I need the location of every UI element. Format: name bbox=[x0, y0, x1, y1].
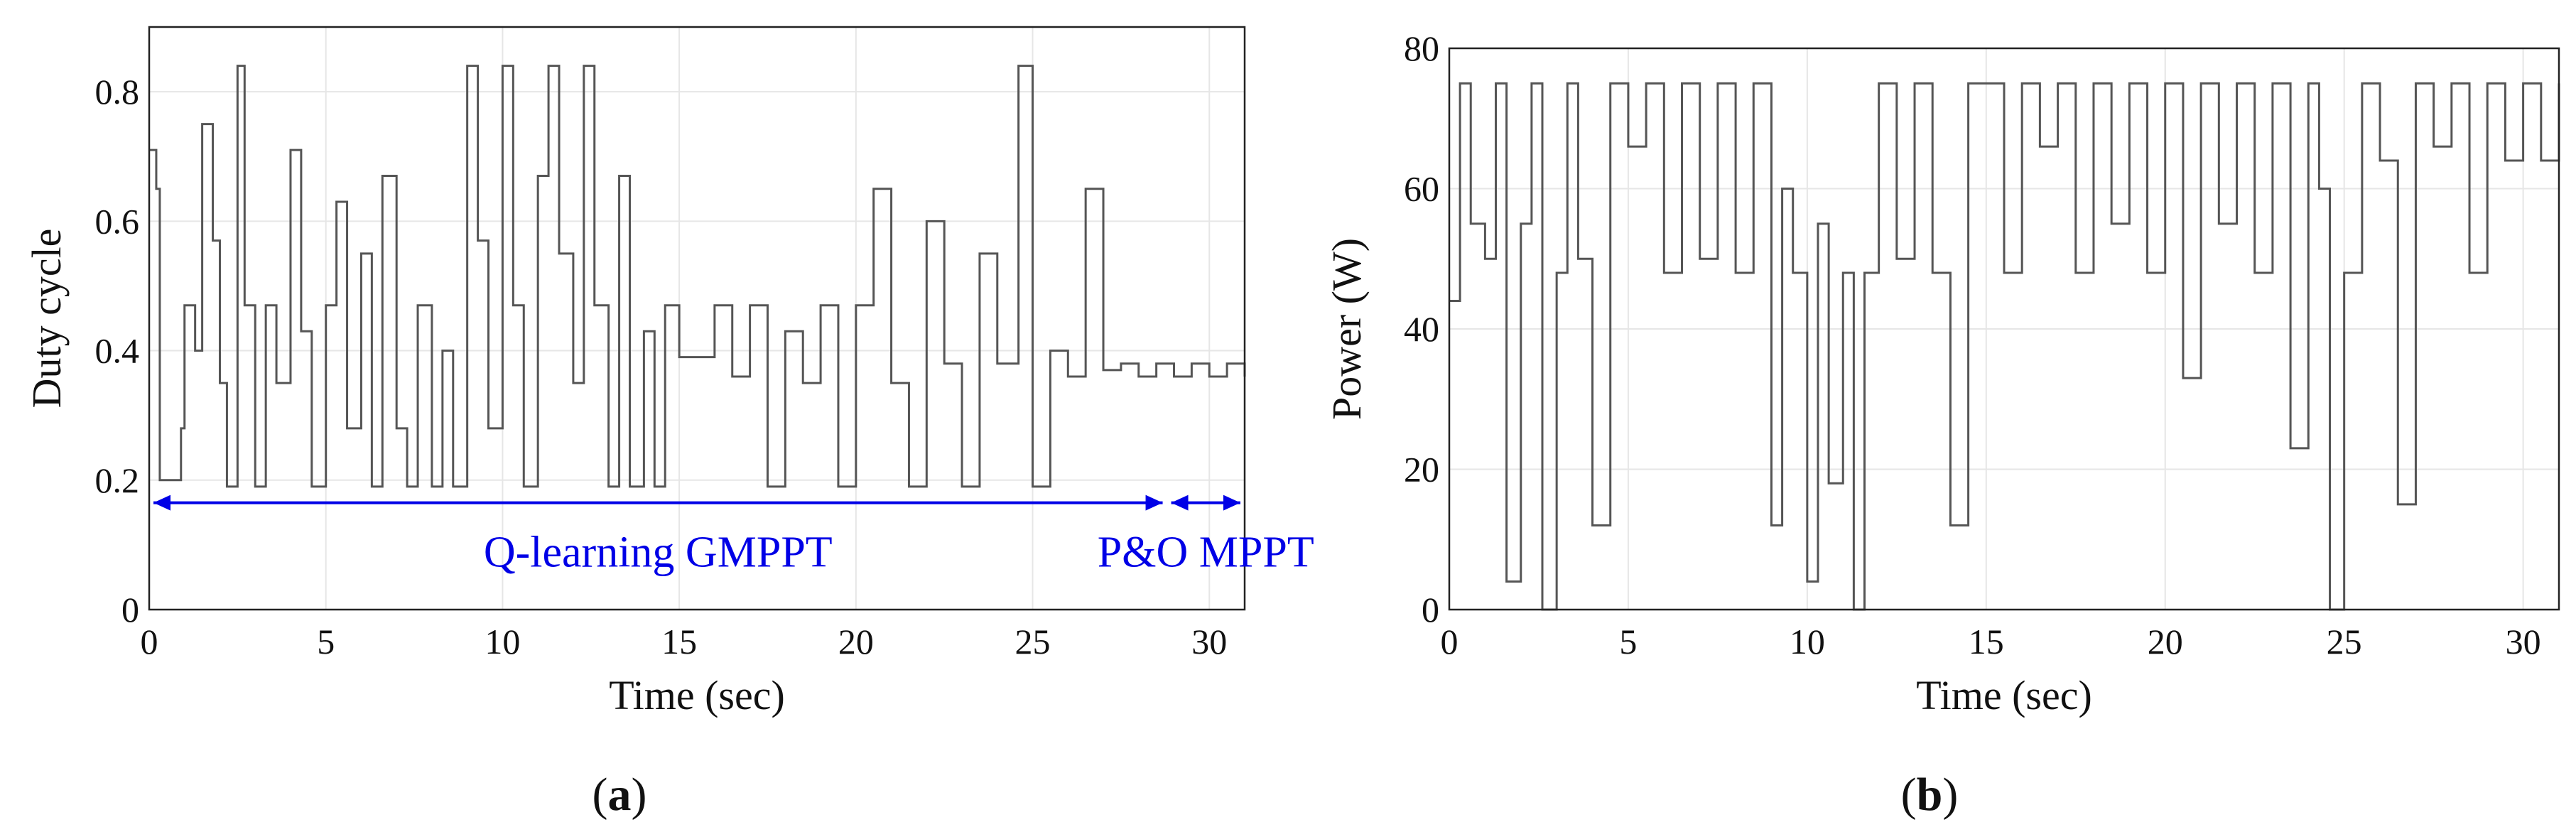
x-tick-label: 15 bbox=[1969, 622, 2004, 661]
y-tick-label: 60 bbox=[1404, 169, 1439, 209]
annotation-arrow-head bbox=[1145, 494, 1163, 511]
x-tick-label: 20 bbox=[838, 622, 874, 661]
panel-a: 0 5 10 15 20 25 30 0 0.2 0.4 0.6 0.8 Time (sec) Duty … bbox=[23, 26, 1314, 821]
x-tick-label: 25 bbox=[1015, 622, 1051, 661]
y-tick-label: 0.8 bbox=[95, 72, 140, 112]
x-tick-label: 5 bbox=[317, 622, 335, 661]
x-tick-label: 25 bbox=[2327, 622, 2362, 661]
y-tick-label: 0.6 bbox=[95, 201, 140, 241]
y-tick-label: 40 bbox=[1404, 309, 1439, 349]
x-axis-label: Time (sec) bbox=[1916, 672, 2092, 718]
y-tick-label: 0 bbox=[121, 590, 139, 629]
y-tick-label: 0 bbox=[1422, 590, 1439, 629]
x-tick-label: 10 bbox=[1790, 622, 1825, 661]
annotation-label: P&O MPPT bbox=[1098, 529, 1314, 577]
x-tick-label: 0 bbox=[1441, 622, 1459, 661]
y-tick-label: 20 bbox=[1404, 450, 1439, 490]
y-tick-label: 80 bbox=[1404, 28, 1439, 68]
y-axis-label: Power (W) bbox=[1324, 238, 1370, 420]
panel-letter: b bbox=[1917, 769, 1943, 821]
annotation-arrow-head bbox=[1223, 494, 1240, 511]
x-tick-label: 10 bbox=[485, 622, 520, 661]
annotation-arrow-head bbox=[1171, 494, 1189, 511]
annotation-label: Q-learning GMPPT bbox=[484, 529, 833, 577]
annotation-arrow-head bbox=[153, 494, 171, 511]
y-axis-label: Duty cycle bbox=[23, 229, 70, 409]
series-line bbox=[149, 65, 1246, 488]
y-tick-label: 0.4 bbox=[95, 331, 140, 371]
series-line bbox=[1449, 82, 2560, 611]
x-tick-label: 0 bbox=[141, 622, 158, 661]
panel-label: (a) bbox=[592, 769, 647, 821]
panel-label: (b) bbox=[1901, 769, 1959, 821]
x-tick-label: 30 bbox=[1191, 622, 1227, 661]
panel-b: 0 5 10 15 20 25 30 0 20 40 60 80 Time (sec) Power (W)… bbox=[1324, 28, 2560, 821]
x-axis-label: Time (sec) bbox=[609, 672, 785, 718]
x-tick-label: 20 bbox=[2148, 622, 2183, 661]
y-tick-label: 0.2 bbox=[95, 460, 140, 500]
plot-frame bbox=[148, 26, 1246, 611]
panel-letter: a bbox=[608, 769, 632, 821]
x-tick-label: 30 bbox=[2506, 622, 2541, 661]
x-tick-label: 5 bbox=[1619, 622, 1637, 661]
plot-frame bbox=[1448, 47, 2560, 611]
x-tick-label: 15 bbox=[661, 622, 697, 661]
